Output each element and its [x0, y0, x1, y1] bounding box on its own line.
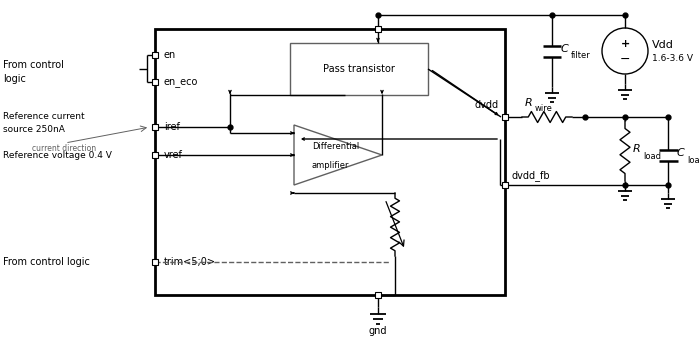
Circle shape	[602, 28, 648, 74]
Bar	[375, 292, 381, 298]
Text: dvdd: dvdd	[475, 100, 499, 110]
Text: amplifier: amplifier	[312, 161, 349, 170]
Text: Differential: Differential	[312, 142, 359, 151]
Text: wire: wire	[535, 104, 553, 113]
Text: Reference current: Reference current	[3, 112, 85, 121]
Bar	[155, 29, 505, 295]
Text: logic: logic	[3, 73, 26, 84]
Text: trim<5;0>: trim<5;0>	[164, 257, 216, 267]
Text: load: load	[643, 152, 661, 160]
Bar	[290, 43, 428, 95]
Text: source 250nA: source 250nA	[3, 124, 65, 133]
Bar	[503, 182, 507, 188]
Text: Reference voltage 0.4 V: Reference voltage 0.4 V	[3, 151, 112, 159]
Text: en_eco: en_eco	[164, 77, 198, 87]
Polygon shape	[294, 125, 382, 185]
Text: dvdd_fb: dvdd_fb	[512, 170, 551, 181]
Text: filter: filter	[571, 52, 591, 61]
Text: load: load	[687, 155, 700, 164]
Text: Vdd: Vdd	[652, 40, 674, 50]
Bar	[153, 79, 158, 85]
Bar	[153, 259, 158, 265]
Text: +: +	[620, 39, 629, 49]
Bar	[153, 124, 158, 130]
Text: iref: iref	[164, 122, 180, 132]
Text: vref: vref	[164, 150, 183, 160]
Text: Pass transistor: Pass transistor	[323, 64, 395, 74]
Text: $R$: $R$	[524, 96, 533, 108]
Text: en: en	[164, 50, 176, 60]
Text: $C$: $C$	[560, 42, 570, 54]
Text: avdd: avdd	[382, 43, 406, 53]
Bar	[503, 114, 507, 120]
Bar	[375, 26, 381, 32]
Text: From control logic: From control logic	[3, 257, 90, 267]
Bar	[153, 52, 158, 58]
Text: current direction: current direction	[32, 144, 96, 153]
Text: $R$: $R$	[632, 142, 640, 154]
Text: From control: From control	[3, 60, 64, 69]
Text: $C$: $C$	[676, 146, 686, 158]
Text: −: −	[620, 53, 630, 65]
Bar	[153, 152, 158, 158]
Text: gnd: gnd	[369, 326, 387, 336]
Text: 1.6-3.6 V: 1.6-3.6 V	[652, 54, 693, 62]
